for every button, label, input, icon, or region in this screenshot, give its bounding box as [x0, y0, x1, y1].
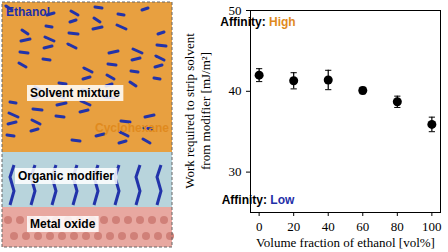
- svg-text:100: 100: [422, 219, 442, 234]
- svg-text:Ethanol: Ethanol: [6, 5, 50, 19]
- svg-text:Volume fraction of ethanol [vo: Volume fraction of ethanol [vol%]: [256, 235, 435, 250]
- svg-text:40: 40: [322, 219, 335, 234]
- svg-text:30: 30: [229, 164, 242, 179]
- svg-text:Affinity: Low: Affinity: Low: [222, 193, 295, 207]
- svg-text:from modifier [mJ/m²]: from modifier [mJ/m²]: [198, 52, 213, 170]
- svg-text:50: 50: [228, 2, 242, 18]
- svg-text:Cyclohexane: Cyclohexane: [95, 121, 169, 135]
- svg-text:Organic modifier: Organic modifier: [18, 169, 114, 183]
- svg-text:40: 40: [229, 83, 242, 98]
- svg-text:Affinity: High: Affinity: High: [220, 15, 295, 29]
- svg-text:0: 0: [256, 219, 263, 234]
- svg-text:Work required to strip solvent: Work required to strip solvent: [182, 33, 197, 189]
- svg-text:80: 80: [391, 219, 404, 234]
- svg-text:60: 60: [356, 219, 369, 234]
- svg-text:Metal oxide: Metal oxide: [30, 217, 96, 231]
- svg-text:20: 20: [287, 219, 300, 234]
- svg-text:Solvent mixture: Solvent mixture: [30, 86, 120, 100]
